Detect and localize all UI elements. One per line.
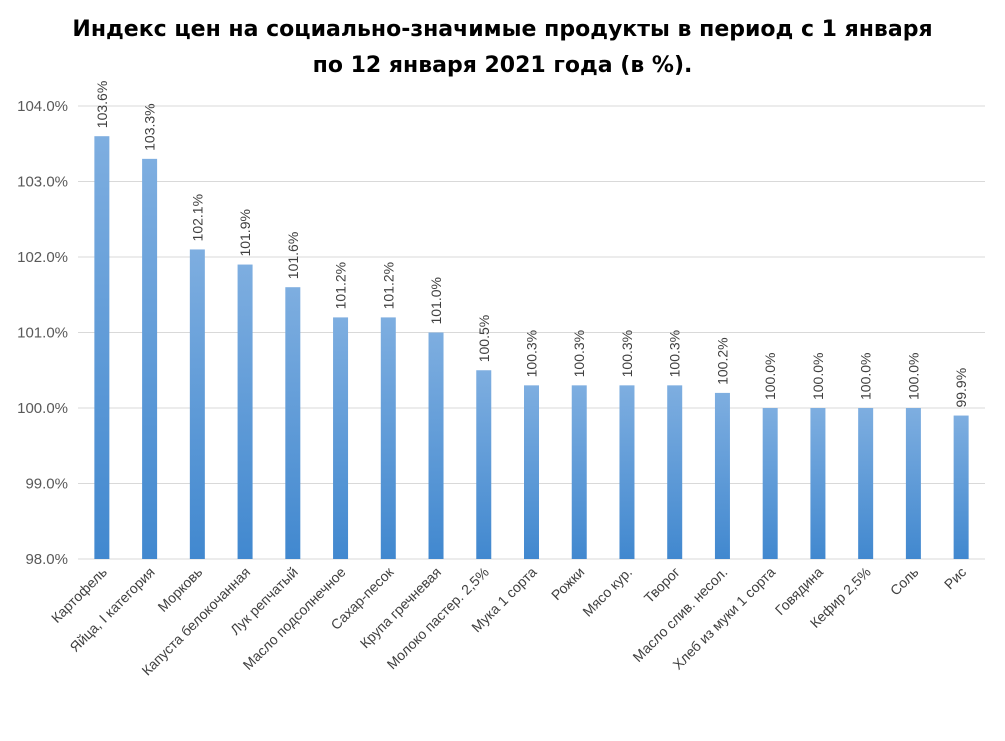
data-label: 100.3% [619, 330, 635, 377]
category-label: Рис [941, 564, 969, 592]
data-label: 101.0% [428, 277, 444, 324]
data-label: 103.3% [142, 103, 158, 150]
data-label: 100.0% [762, 353, 778, 400]
data-label: 101.2% [333, 262, 349, 309]
category-label: Рожки [548, 564, 587, 603]
bars [94, 136, 969, 559]
bar [571, 385, 587, 559]
bar [285, 287, 301, 559]
y-tick-label: 102.0% [17, 249, 68, 266]
y-axis-ticks: 98.0% 99.0% 100.0% 101.0% 102.0% 103.0% 104.0% [17, 98, 68, 568]
bar [810, 408, 826, 559]
data-label: 101.2% [380, 262, 396, 309]
data-label: 100.3% [571, 330, 587, 377]
chart-title: Индекс цен на социально-значимые продукт… [72, 17, 933, 78]
category-label: Творог [641, 564, 683, 606]
data-label: 100.0% [810, 353, 826, 400]
bar [524, 385, 539, 559]
bar [333, 317, 349, 559]
data-label: 100.0% [858, 353, 874, 400]
y-tick-label: 104.0% [17, 98, 68, 115]
category-label: Соль [887, 564, 922, 599]
data-label: 101.6% [285, 232, 301, 279]
bar [189, 249, 205, 559]
data-label: 100.2% [714, 337, 730, 384]
bar [762, 408, 778, 559]
bar [619, 385, 635, 559]
category-label: Мясо кур. [579, 564, 635, 620]
bar [237, 264, 253, 559]
data-label: 100.3% [524, 330, 540, 377]
data-label: 100.0% [905, 353, 921, 400]
y-tick-label: 101.0% [17, 325, 68, 342]
data-label: 100.3% [667, 330, 683, 377]
bar [94, 136, 110, 559]
bar [953, 415, 969, 559]
data-label: 102.1% [189, 194, 205, 241]
y-tick-label: 100.0% [17, 400, 68, 417]
bar [667, 385, 683, 559]
y-tick-label: 99.0% [25, 476, 68, 493]
category-label: Яйца, I категория [66, 564, 157, 655]
category-label: Крупа гречневая [357, 564, 444, 651]
data-label: 100.5% [476, 315, 492, 362]
y-tick-label: 103.0% [17, 174, 68, 191]
bar [858, 408, 874, 559]
data-label: 99.9% [953, 368, 969, 408]
data-label: 103.6% [94, 81, 110, 128]
data-labels: 103.6% 103.3% 102.1% 101.9% 101.6% 101.2% 101.… [94, 81, 969, 408]
y-tick-label: 98.0% [25, 551, 68, 568]
bar [476, 370, 492, 559]
data-label: 101.9% [237, 209, 253, 256]
bar [380, 317, 396, 559]
bar [428, 332, 444, 559]
bar [142, 158, 158, 559]
bar [905, 408, 921, 559]
bar [714, 392, 730, 559]
